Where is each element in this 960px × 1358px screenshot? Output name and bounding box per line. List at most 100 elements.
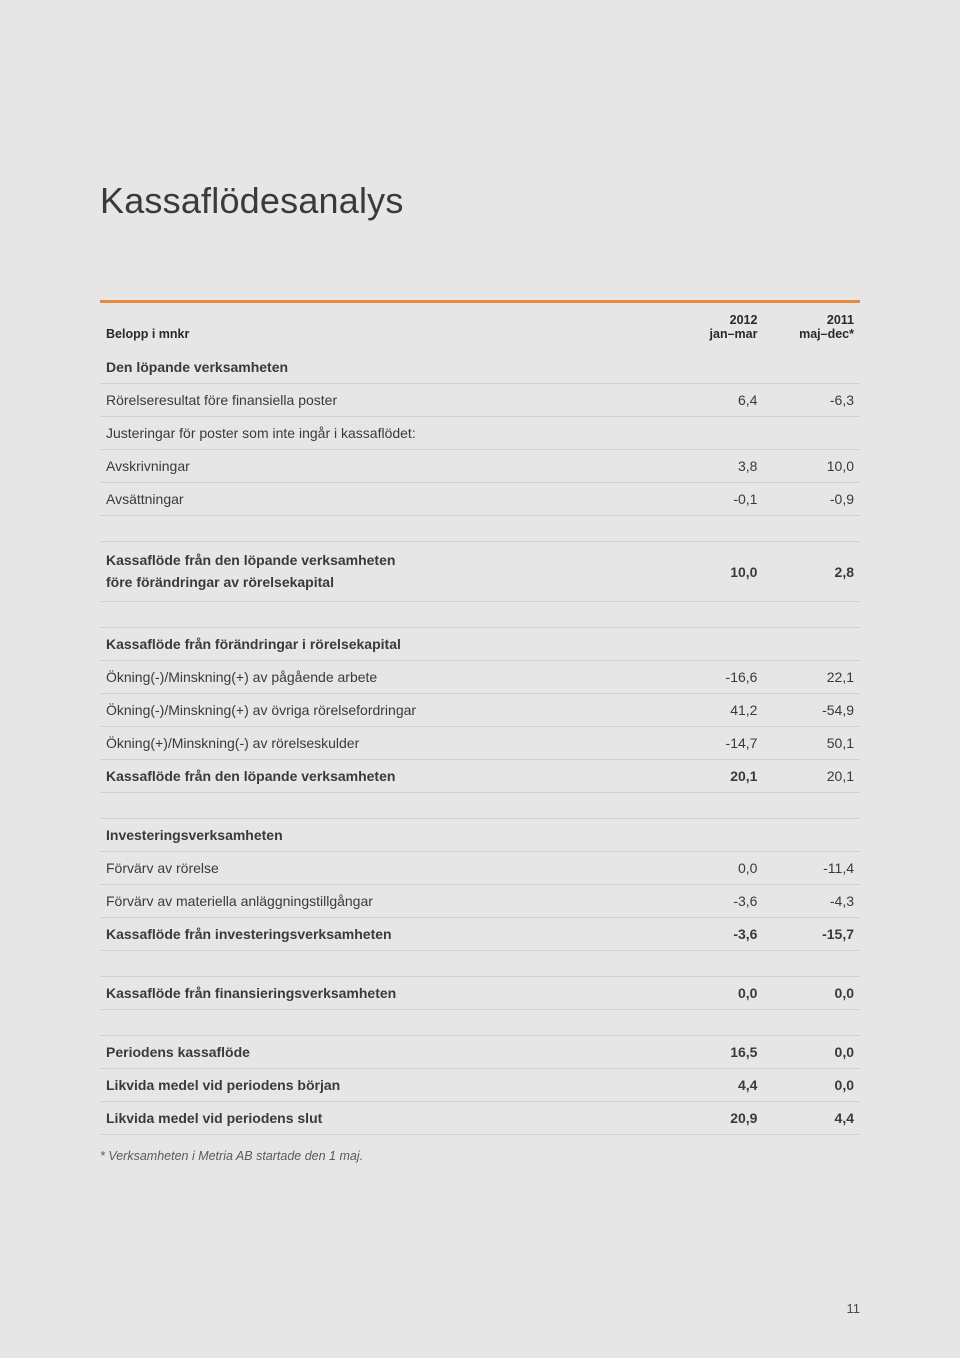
header-label-text: Belopp i mnkr (106, 327, 189, 341)
row-value-col2: 20,1 (763, 760, 860, 793)
row-label: Ökning(-)/Minskning(+) av pågående arbet… (100, 661, 677, 694)
table-row: Justeringar för poster som inte ingår i … (100, 417, 860, 450)
table-row (100, 951, 860, 977)
page-number: 11 (847, 1301, 861, 1316)
row-label: Kassaflöde från finansieringsverksamhete… (100, 977, 677, 1010)
spacer-cell (763, 793, 860, 819)
row-value-col1: 20,1 (677, 760, 763, 793)
row-value-col2: -15,7 (763, 918, 860, 951)
row-value-col2: 10,0 (763, 450, 860, 483)
row-value-col2: 50,1 (763, 727, 860, 760)
spacer-cell (100, 951, 677, 977)
spacer-cell (763, 516, 860, 542)
row-value-col1: 20,9 (677, 1102, 763, 1135)
row-value-col2: 4,4 (763, 1102, 860, 1135)
row-value-col2 (763, 351, 860, 384)
row-value-col2 (763, 628, 860, 661)
table-row: Periodens kassaflöde16,50,0 (100, 1036, 860, 1069)
row-label: Investeringsverksamheten (100, 819, 677, 852)
table-row: Ökning(-)/Minskning(+) av pågående arbet… (100, 661, 860, 694)
table-row: Kassaflöde från finansieringsverksamhete… (100, 977, 860, 1010)
row-label: Avskrivningar (100, 450, 677, 483)
header-col2-period: maj–dec* (769, 327, 854, 341)
page: Kassaflödesanalys . Belopp i mnkr 2012 j… (0, 0, 960, 1358)
row-value-col1 (677, 417, 763, 450)
row-value-col2: -0,9 (763, 483, 860, 516)
row-value-col1: 6,4 (677, 384, 763, 417)
row-value-col2: 0,0 (763, 977, 860, 1010)
table-row (100, 602, 860, 628)
header-col1-period: jan–mar (683, 327, 757, 341)
table-row: Ökning(-)/Minskning(+) av övriga rörelse… (100, 694, 860, 727)
table-row: Avsättningar-0,1-0,9 (100, 483, 860, 516)
row-value-col1: 16,5 (677, 1036, 763, 1069)
table-row: Likvida medel vid periodens slut20,94,4 (100, 1102, 860, 1135)
row-value-col2: -11,4 (763, 852, 860, 885)
row-label: Kassaflöde från förändringar i rörelseka… (100, 628, 677, 661)
row-value-col2: -54,9 (763, 694, 860, 727)
table-row (100, 1010, 860, 1036)
spacer-cell (677, 1010, 763, 1036)
table-row: Kassaflöde från investeringsverksamheten… (100, 918, 860, 951)
row-value-col2: 0,0 (763, 1036, 860, 1069)
spacer-cell (677, 602, 763, 628)
row-label: Periodens kassaflöde (100, 1036, 677, 1069)
footnote: * Verksamheten i Metria AB startade den … (100, 1149, 860, 1163)
spacer-cell (677, 793, 763, 819)
row-value-col2 (763, 819, 860, 852)
row-label: Likvida medel vid periodens början (100, 1069, 677, 1102)
header-col2-year: 2011 (827, 313, 854, 327)
row-value-col1 (677, 628, 763, 661)
row-value-col1: 4,4 (677, 1069, 763, 1102)
row-value-col2: -6,3 (763, 384, 860, 417)
table-row: Förvärv av rörelse0,0-11,4 (100, 852, 860, 885)
row-value-col1: 0,0 (677, 977, 763, 1010)
table-row: Kassaflöde från den löpande verksamheten… (100, 542, 860, 602)
table-header-row: . Belopp i mnkr 2012 jan–mar 2011 maj–de… (100, 302, 860, 352)
spacer-cell (763, 602, 860, 628)
spacer-cell (677, 951, 763, 977)
header-label: . Belopp i mnkr (100, 302, 677, 352)
spacer-cell (763, 951, 860, 977)
table-row (100, 516, 860, 542)
spacer-cell (100, 602, 677, 628)
table-row: Investeringsverksamheten (100, 819, 860, 852)
row-label: Kassaflöde från investeringsverksamheten (100, 918, 677, 951)
row-label: Förvärv av rörelse (100, 852, 677, 885)
spacer-cell (677, 516, 763, 542)
table-row: Rörelseresultat före finansiella poster6… (100, 384, 860, 417)
row-label: Kassaflöde från den löpande verksamheten (100, 760, 677, 793)
row-value-col1: 3,8 (677, 450, 763, 483)
row-value-col1: 0,0 (677, 852, 763, 885)
row-value-col2: 0,0 (763, 1069, 860, 1102)
row-value-col1: -3,6 (677, 918, 763, 951)
row-label: Ökning(+)/Minskning(-) av rörelseskulder (100, 727, 677, 760)
row-value-col1: -14,7 (677, 727, 763, 760)
row-label: Justeringar för poster som inte ingår i … (100, 417, 677, 450)
row-value-col1: -0,1 (677, 483, 763, 516)
row-label: Avsättningar (100, 483, 677, 516)
page-title: Kassaflödesanalys (100, 180, 860, 222)
table-row: Förvärv av materiella anläggningstillgån… (100, 885, 860, 918)
cashflow-table: . Belopp i mnkr 2012 jan–mar 2011 maj–de… (100, 300, 860, 1135)
row-label: Förvärv av materiella anläggningstillgån… (100, 885, 677, 918)
table-row: Likvida medel vid periodens början4,40,0 (100, 1069, 860, 1102)
row-value-col2 (763, 417, 860, 450)
row-label: Den löpande verksamheten (100, 351, 677, 384)
header-col-2012: 2012 jan–mar (677, 302, 763, 352)
row-value-col1: -16,6 (677, 661, 763, 694)
spacer-cell (100, 793, 677, 819)
table-row: Den löpande verksamheten (100, 351, 860, 384)
table-row: Kassaflöde från den löpande verksamheten… (100, 760, 860, 793)
row-label: Likvida medel vid periodens slut (100, 1102, 677, 1135)
spacer-cell (100, 516, 677, 542)
row-label: Rörelseresultat före finansiella poster (100, 384, 677, 417)
row-value-col1 (677, 351, 763, 384)
row-value-col1 (677, 819, 763, 852)
row-value-col1: -3,6 (677, 885, 763, 918)
row-label: Ökning(-)/Minskning(+) av övriga rörelse… (100, 694, 677, 727)
row-value-col2: 2,8 (763, 542, 860, 602)
table-row (100, 793, 860, 819)
row-value-col2: 22,1 (763, 661, 860, 694)
row-label: Kassaflöde från den löpande verksamheten… (100, 542, 677, 602)
